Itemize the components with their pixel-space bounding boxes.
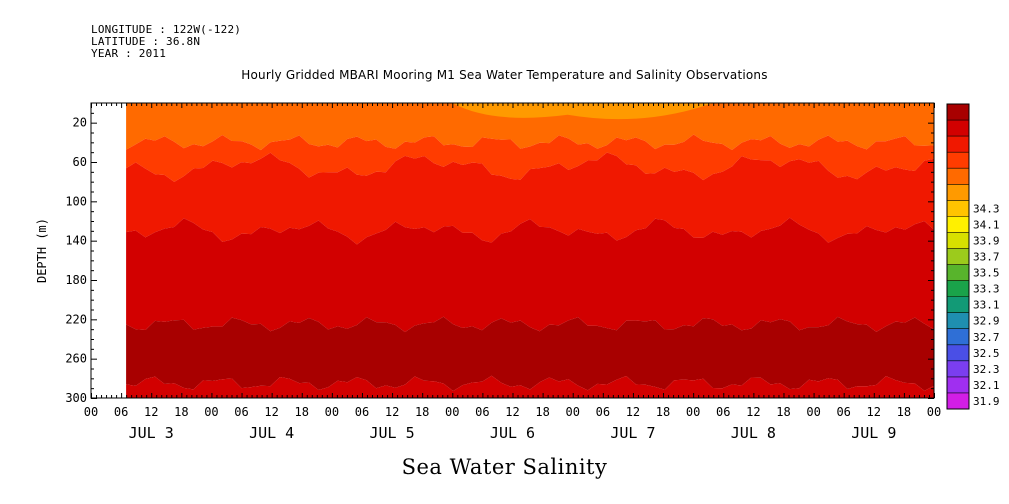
x-tick-label: 12 — [144, 405, 158, 419]
colorbar-label: 32.7 — [973, 331, 1000, 344]
colorbar-label: 32.1 — [973, 379, 1000, 392]
x-tick-label: 18 — [535, 405, 549, 419]
x-day-label: JUL 3 — [129, 424, 174, 442]
x-day-label: JUL 4 — [249, 424, 294, 442]
x-tick-label: 00 — [806, 405, 820, 419]
colorbar-swatch — [947, 376, 969, 394]
x-tick-label: 12 — [746, 405, 760, 419]
colorbar-frame — [946, 103, 970, 410]
x-day-label: JUL 7 — [610, 424, 655, 442]
x-tick-label: 18 — [174, 405, 188, 419]
colorbar-swatch — [947, 104, 969, 121]
x-tick-label: 06 — [716, 405, 730, 419]
colorbar-label: 33.9 — [973, 234, 1000, 247]
x-tick-label: 18 — [776, 405, 790, 419]
x-tick-label: 18 — [415, 405, 429, 419]
colorbar-swatch — [947, 120, 969, 137]
colorbar-label: 33.3 — [973, 283, 1000, 296]
colorbar-swatch — [947, 216, 969, 233]
salinity-field — [91, 103, 935, 398]
salinity-layer — [126, 217, 935, 333]
x-tick-label: 06 — [836, 405, 850, 419]
colorbar-swatch — [947, 184, 969, 201]
x-tick-label: 18 — [656, 405, 670, 419]
y-axis-label: DEPTH (m) — [35, 218, 49, 283]
x-tick-label: 06 — [596, 405, 610, 419]
chart-title: Hourly Gridded MBARI Mooring M1 Sea Wate… — [241, 68, 768, 82]
colorbar-swatch — [947, 264, 969, 281]
x-day-label: JUL 8 — [731, 424, 776, 442]
x-tick-label: 18 — [897, 405, 911, 419]
salinity-layer — [126, 316, 935, 391]
salinity-layer — [126, 152, 935, 245]
x-tick-label: 00 — [565, 405, 579, 419]
x-tick-label: 06 — [355, 405, 369, 419]
x-day-label: JUL 5 — [369, 424, 414, 442]
y-tick-label: 260 — [65, 352, 87, 366]
colorbar: 31.9 32.1 32.3 32.5 32.7 32.9 33.1 33.3 33.5 33.7… — [946, 103, 1000, 410]
x-tick-label: 06 — [475, 405, 489, 419]
x-tick-label: 00 — [445, 405, 459, 419]
colorbar-swatch — [947, 248, 969, 265]
x-tick-label: 00 — [927, 405, 941, 419]
plot-axes: 00 06 12 18 00 06 12 18 00 06 12 18 00 06 12 18 00 06 12 18… — [35, 102, 941, 442]
x-day-label: JUL 6 — [490, 424, 535, 442]
salinity-layer — [126, 103, 935, 151]
salinity-layer — [126, 134, 935, 182]
x-day-label: JUL 9 — [851, 424, 896, 442]
y-tick-label: 20 — [73, 116, 87, 130]
colorbar-swatch — [947, 200, 969, 217]
y-tick-label: 220 — [65, 312, 87, 326]
colorbar-label: 32.5 — [973, 347, 1000, 360]
colorbar-swatch — [947, 344, 969, 362]
colorbar-label: 33.1 — [973, 299, 1000, 312]
x-tick-label: 00 — [686, 405, 700, 419]
salinity-patch — [452, 103, 714, 120]
x-axis-label: Sea Water Salinity — [401, 455, 608, 479]
colorbar-label: 33.7 — [973, 251, 1000, 264]
colorbar-label: 32.3 — [973, 363, 1000, 376]
x-tick-label: 18 — [295, 405, 309, 419]
colorbar-swatch — [947, 360, 969, 378]
colorbar-swatch — [947, 312, 969, 330]
colorbar-label: 34.1 — [973, 218, 1000, 231]
latitude-label: LATITUDE : 36.8N — [91, 35, 201, 48]
salinity-layer — [126, 375, 935, 398]
y-tick-label: 300 — [65, 391, 87, 405]
colorbar-swatch — [947, 152, 969, 169]
x-tick-label: 12 — [385, 405, 399, 419]
colorbar-label: 34.3 — [973, 202, 1000, 215]
x-tick-label: 12 — [867, 405, 881, 419]
y-tick-label: 140 — [65, 234, 87, 248]
x-tick-label: 06 — [114, 405, 128, 419]
colorbar-swatch — [947, 280, 969, 297]
x-tick-label: 12 — [264, 405, 278, 419]
colorbar-label: 31.9 — [973, 395, 1000, 408]
x-tick-label: 00 — [204, 405, 218, 419]
year-label: YEAR : 2011 — [91, 47, 167, 60]
y-tick-label: 60 — [73, 155, 87, 169]
longitude-label: LONGITUDE : 122W(-122) — [91, 23, 242, 36]
colorbar-swatch — [947, 168, 969, 185]
y-tick-label: 100 — [65, 194, 87, 208]
x-tick-label: 12 — [626, 405, 640, 419]
y-tick-label: 180 — [65, 273, 87, 287]
colorbar-swatch — [947, 392, 969, 410]
x-tick-label: 06 — [234, 405, 248, 419]
x-tick-label: 00 — [84, 405, 98, 419]
colorbar-swatch — [947, 136, 969, 153]
colorbar-label: 33.5 — [973, 267, 1000, 280]
x-tick-label: 12 — [505, 405, 519, 419]
colorbar-label: 32.9 — [973, 315, 1000, 328]
x-tick-label: 00 — [325, 405, 339, 419]
colorbar-swatch — [947, 328, 969, 346]
colorbar-swatch — [947, 296, 969, 313]
colorbar-swatch — [947, 232, 969, 249]
